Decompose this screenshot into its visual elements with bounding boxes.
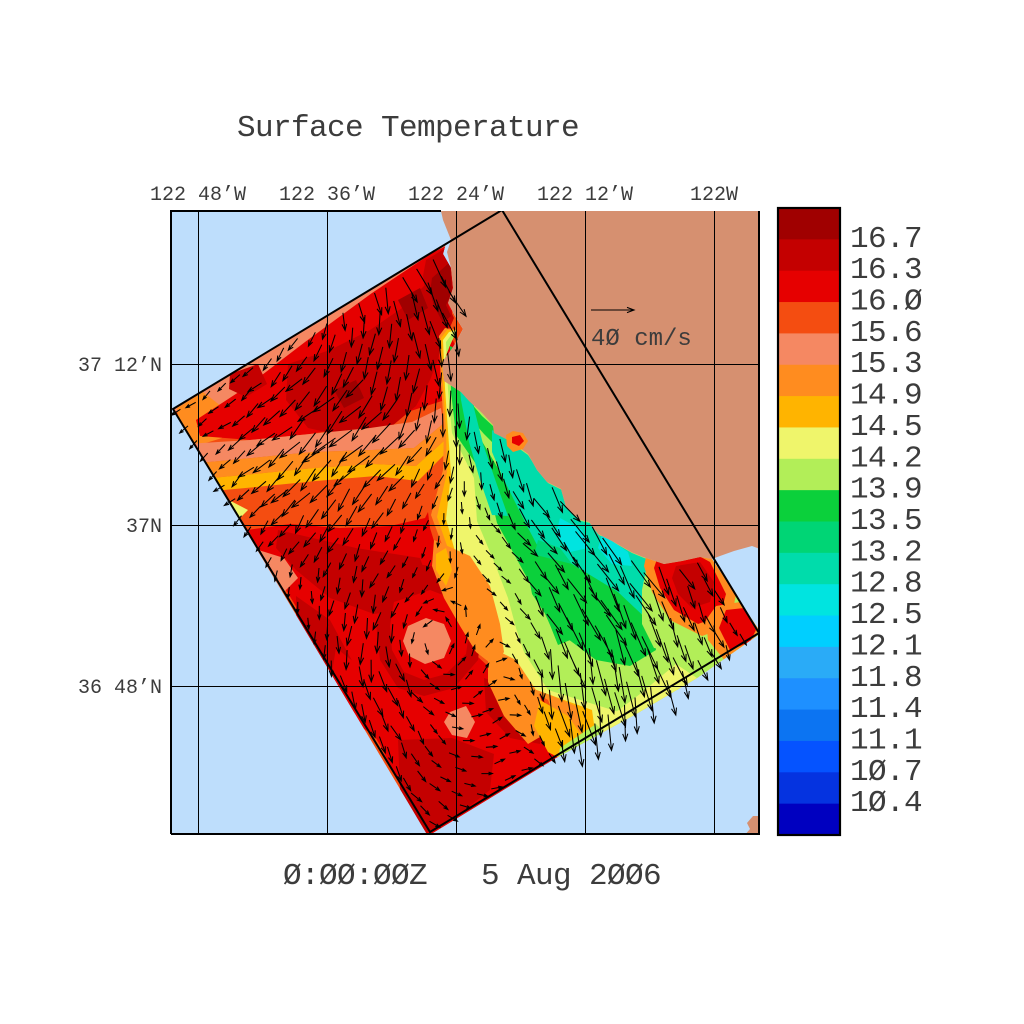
svg-text:13.9: 13.9 xyxy=(850,473,922,508)
svg-text:16.3: 16.3 xyxy=(850,253,922,288)
svg-text:122 24’W: 122 24’W xyxy=(408,184,504,207)
svg-text:16.7: 16.7 xyxy=(850,222,922,257)
svg-text:Ø:ØØ:ØØZ 5 Aug 2ØØ6: Ø:ØØ:ØØZ 5 Aug 2ØØ6 xyxy=(283,859,661,894)
svg-text:15.6: 15.6 xyxy=(850,316,922,351)
svg-text:13.5: 13.5 xyxy=(850,504,922,539)
svg-text:12.1: 12.1 xyxy=(850,629,922,664)
svg-text:11.4: 11.4 xyxy=(850,692,922,727)
svg-text:122 36’W: 122 36’W xyxy=(279,184,375,207)
svg-text:14.2: 14.2 xyxy=(850,441,922,476)
svg-text:122 48’W: 122 48’W xyxy=(150,184,246,207)
svg-text:11.1: 11.1 xyxy=(850,724,922,759)
svg-text:14.9: 14.9 xyxy=(850,379,922,414)
svg-text:122 12’W: 122 12’W xyxy=(537,184,633,207)
svg-text:Surface Temperature: Surface Temperature xyxy=(237,111,579,146)
svg-text:13.2: 13.2 xyxy=(850,535,922,570)
svg-text:122W: 122W xyxy=(690,184,738,207)
svg-text:12.8: 12.8 xyxy=(850,567,922,602)
svg-text:1Ø.7: 1Ø.7 xyxy=(850,755,922,790)
svg-text:1Ø.4: 1Ø.4 xyxy=(850,786,922,821)
svg-text:14.5: 14.5 xyxy=(850,410,922,445)
svg-text:15.3: 15.3 xyxy=(850,347,922,382)
svg-text:4Ø cm/s: 4Ø cm/s xyxy=(591,326,692,353)
svg-text:36 48’N: 36 48’N xyxy=(78,677,162,700)
svg-text:37N: 37N xyxy=(126,516,162,539)
svg-text:16.Ø: 16.Ø xyxy=(850,285,922,320)
svg-text:11.8: 11.8 xyxy=(850,661,922,696)
svg-text:12.5: 12.5 xyxy=(850,598,922,633)
svg-text:37 12’N: 37 12’N xyxy=(78,355,162,378)
